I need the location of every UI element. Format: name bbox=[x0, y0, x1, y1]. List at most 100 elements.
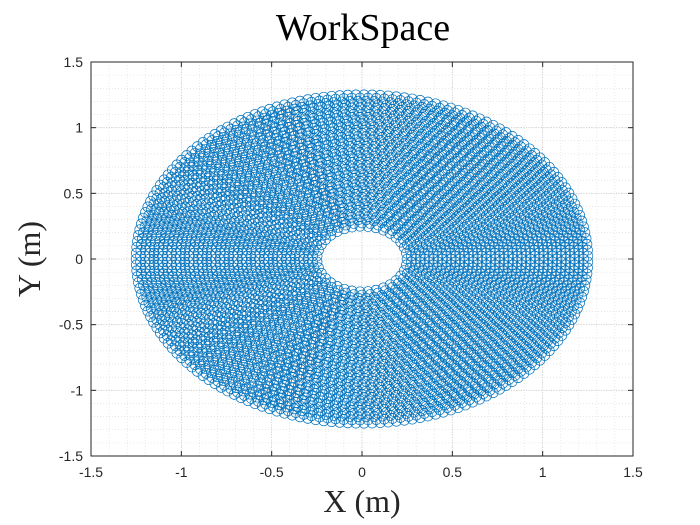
data-point bbox=[203, 146, 215, 158]
data-point bbox=[322, 412, 333, 424]
data-point bbox=[370, 395, 382, 406]
data-point bbox=[566, 230, 578, 241]
data-point bbox=[490, 296, 502, 308]
data-point bbox=[555, 297, 567, 309]
data-point bbox=[306, 143, 318, 155]
data-point bbox=[164, 291, 175, 303]
data-point bbox=[497, 377, 509, 389]
data-point bbox=[297, 268, 308, 279]
data-point bbox=[352, 204, 364, 216]
data-point bbox=[286, 262, 297, 274]
data-point bbox=[571, 233, 583, 244]
data-point bbox=[346, 157, 358, 168]
data-point bbox=[205, 256, 217, 268]
data-point bbox=[302, 386, 314, 398]
data-point bbox=[253, 385, 265, 396]
data-point bbox=[492, 238, 504, 250]
data-point bbox=[493, 282, 504, 294]
data-point bbox=[560, 308, 571, 320]
data-point bbox=[249, 221, 261, 233]
data-point bbox=[512, 215, 524, 227]
data-point bbox=[193, 282, 204, 294]
data-point bbox=[314, 411, 325, 423]
data-point bbox=[429, 268, 441, 279]
data-point bbox=[344, 411, 356, 422]
data-point bbox=[569, 308, 581, 320]
data-point bbox=[556, 201, 568, 213]
data-point bbox=[348, 182, 360, 194]
data-point bbox=[222, 337, 233, 349]
data-point bbox=[395, 412, 406, 423]
data-point bbox=[556, 282, 568, 294]
data-point bbox=[253, 122, 265, 133]
data-point bbox=[372, 118, 384, 130]
data-point bbox=[173, 204, 185, 216]
data-point bbox=[197, 302, 208, 314]
data-point bbox=[185, 297, 196, 308]
data-point bbox=[263, 370, 275, 382]
data-point bbox=[512, 291, 524, 303]
data-point bbox=[460, 399, 471, 411]
data-point bbox=[148, 209, 159, 221]
data-point bbox=[422, 244, 434, 256]
data-point bbox=[509, 202, 521, 213]
data-point bbox=[264, 103, 275, 115]
data-point bbox=[263, 136, 275, 148]
data-point bbox=[360, 195, 372, 206]
data-point bbox=[314, 95, 325, 107]
data-point bbox=[309, 292, 321, 304]
data-point bbox=[417, 273, 429, 285]
data-point bbox=[500, 127, 512, 138]
data-point bbox=[354, 331, 366, 343]
data-point bbox=[217, 338, 228, 350]
data-point bbox=[298, 361, 310, 373]
data-point bbox=[274, 279, 286, 291]
data-point bbox=[474, 132, 486, 144]
data-point bbox=[158, 182, 169, 193]
data-point bbox=[205, 348, 217, 360]
data-point bbox=[192, 141, 203, 152]
data-point bbox=[318, 415, 330, 427]
data-point bbox=[271, 250, 283, 262]
data-point bbox=[387, 94, 398, 105]
data-point bbox=[216, 236, 228, 247]
data-point bbox=[424, 271, 435, 282]
data-point bbox=[350, 299, 362, 310]
data-point bbox=[215, 224, 227, 236]
data-point bbox=[452, 105, 464, 116]
data-point bbox=[217, 210, 229, 222]
data-point bbox=[271, 101, 283, 113]
data-point bbox=[356, 172, 368, 184]
data-point bbox=[142, 305, 154, 317]
data-point bbox=[200, 139, 212, 151]
data-point bbox=[484, 216, 495, 227]
data-point bbox=[509, 296, 521, 308]
data-point bbox=[541, 221, 553, 233]
data-point bbox=[139, 285, 151, 297]
data-point bbox=[563, 311, 575, 323]
data-point bbox=[411, 239, 423, 250]
data-point bbox=[348, 398, 360, 410]
data-point bbox=[540, 207, 552, 219]
data-point bbox=[166, 209, 178, 221]
data-point bbox=[350, 208, 362, 219]
data-point bbox=[304, 205, 315, 216]
data-point bbox=[307, 231, 318, 242]
data-point bbox=[364, 172, 376, 184]
data-point bbox=[156, 282, 168, 294]
data-point bbox=[316, 405, 327, 417]
data-point bbox=[495, 277, 506, 288]
data-point bbox=[449, 222, 461, 233]
data-point bbox=[284, 271, 296, 282]
data-point bbox=[240, 230, 252, 242]
x-tick-label: 0 bbox=[358, 464, 366, 480]
data-point bbox=[354, 286, 366, 298]
data-point bbox=[154, 179, 166, 191]
data-point bbox=[282, 405, 294, 417]
data-point bbox=[352, 411, 364, 423]
data-point bbox=[206, 372, 218, 383]
data-point bbox=[206, 140, 217, 151]
data-point bbox=[270, 373, 282, 385]
data-point bbox=[418, 408, 430, 419]
data-point bbox=[504, 230, 515, 241]
